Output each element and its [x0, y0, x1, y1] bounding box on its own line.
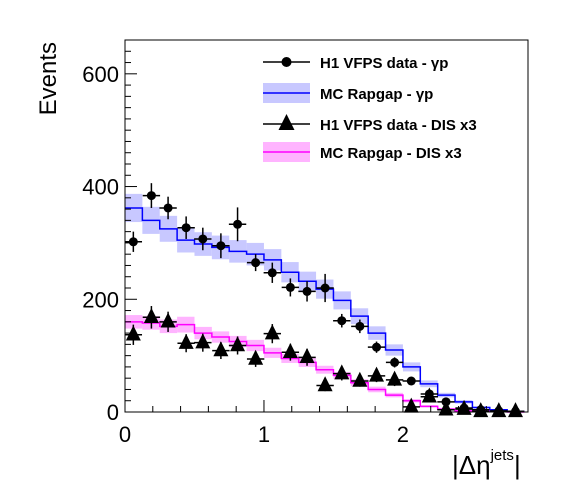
y-tick-label: 400	[82, 175, 119, 200]
data-point-triangle	[230, 336, 246, 352]
legend-label: H1 VFPS data - γp	[320, 55, 448, 72]
x-tick-label: 2	[397, 422, 409, 447]
data-point-triangle	[248, 349, 264, 365]
legend-label: MC Rapgap - DIS x3	[320, 145, 462, 162]
data-point-circle	[163, 203, 173, 213]
data-point-circle	[337, 316, 347, 326]
x-axis-label: |Δηjets|	[452, 447, 521, 480]
x-axis-label-main: |Δη	[452, 450, 491, 480]
x-axis-label-close: |	[514, 450, 521, 480]
data-point-circle	[146, 191, 156, 201]
data-point-triangle	[264, 324, 280, 340]
data-point-circle	[198, 234, 208, 244]
data-point-triangle	[160, 312, 176, 328]
legend: H1 VFPS data - γp MC Rapgap - γp H1 VFPS d…	[263, 55, 477, 162]
data-point-circle	[320, 283, 330, 293]
data-point-triangle	[178, 333, 194, 349]
data-point-circle	[390, 357, 400, 367]
data-point-circle	[372, 342, 382, 352]
data-point-triangle	[438, 400, 454, 416]
data-points	[124, 183, 525, 418]
data-point-triangle	[299, 348, 315, 364]
data-point-circle	[267, 268, 277, 278]
data-point-triangle	[334, 364, 350, 380]
x-tick-label: 0	[119, 422, 131, 447]
data-point-triangle	[213, 341, 229, 357]
data-point-triangle	[387, 370, 403, 386]
data-point-triangle	[473, 402, 489, 418]
y-axis-label: Events	[35, 42, 62, 115]
data-point-triangle	[143, 308, 159, 324]
data-point-triangle	[282, 342, 298, 358]
data-point-triangle	[195, 333, 211, 349]
data-point-circle	[406, 376, 416, 386]
data-point-triangle	[125, 325, 141, 341]
legend-marker-circle	[281, 57, 292, 67]
data-point-circle	[302, 286, 312, 296]
legend-label: MC Rapgap - γp	[320, 86, 433, 103]
data-point-triangle	[403, 397, 419, 413]
data-point-circle	[233, 219, 243, 229]
y-tick-label: 200	[82, 287, 119, 312]
data-point-triangle	[421, 387, 437, 403]
x-axis-label-sup: jets	[490, 447, 514, 464]
plot-frame	[124, 39, 529, 413]
data-point-triangle	[317, 376, 333, 392]
x-tick-label: 1	[258, 422, 270, 447]
y-tick-label: 0	[107, 400, 119, 425]
svg-text:|Δηjets|: |Δηjets|	[452, 447, 521, 480]
data-point-triangle	[352, 371, 368, 387]
data-point-triangle	[507, 402, 523, 418]
data-point-triangle	[491, 402, 507, 418]
axes: 0 1 2 0 200 400 600	[82, 50, 515, 447]
y-tick-label: 600	[82, 62, 119, 87]
legend-label: H1 VFPS data - DIS x3	[320, 117, 477, 134]
data-point-triangle	[369, 366, 385, 382]
legend-marker-triangle	[278, 114, 295, 130]
data-point-circle	[128, 237, 138, 247]
data-point-circle	[355, 321, 365, 331]
data-point-circle	[251, 258, 261, 268]
data-point-triangle	[456, 399, 472, 415]
data-point-circle	[181, 223, 191, 233]
data-point-circle	[285, 282, 295, 292]
data-point-circle	[216, 241, 226, 251]
